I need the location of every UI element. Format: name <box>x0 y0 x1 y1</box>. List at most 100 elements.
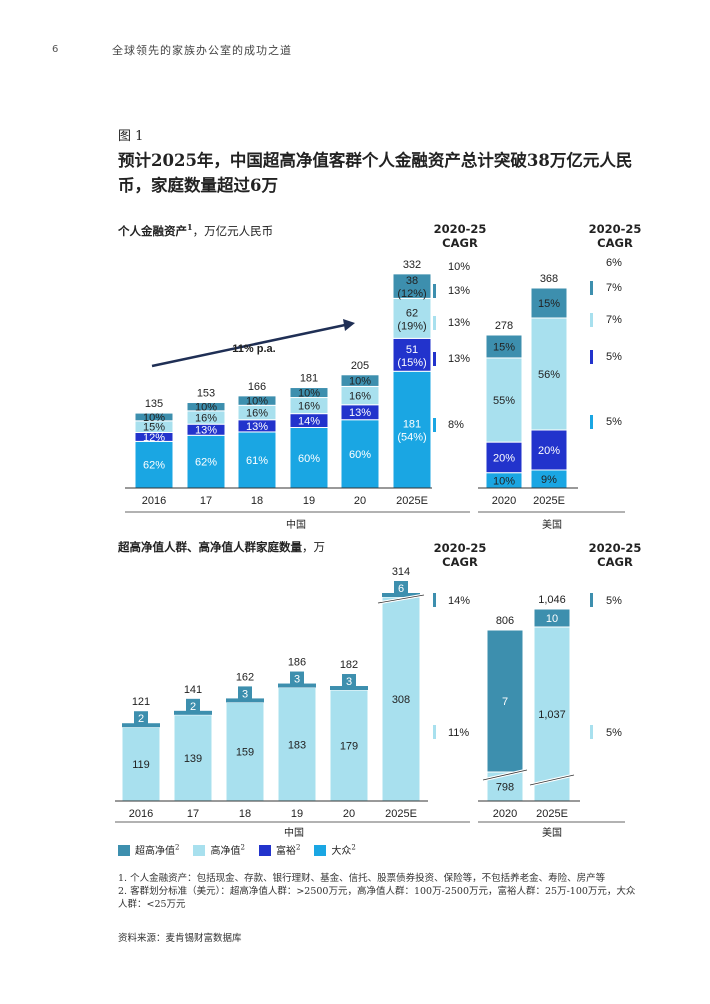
data-label-affluent: 13% <box>246 421 268 433</box>
cagr-header-1: 2020-25 CAGR <box>433 222 487 250</box>
country-label: 中国 <box>286 518 306 531</box>
country-label: 美国 <box>542 518 562 531</box>
x-tick-label: 2016 <box>142 495 166 507</box>
cagr-marker-uhnw <box>590 593 593 607</box>
data-label-affluent: 14% <box>298 416 320 428</box>
cagr-marker-affluent <box>433 352 436 366</box>
data-label-mass: 61% <box>246 455 268 467</box>
data-label-affluent: 13% <box>195 425 217 437</box>
cagr-header-3: 2020-25 CAGR <box>433 541 487 569</box>
total-label: 205 <box>351 360 369 372</box>
data-label-affluent: 12% <box>143 432 165 444</box>
data-label-uhnw: 38 (12%) <box>397 275 426 300</box>
data-label-mass: 9% <box>541 474 557 486</box>
page-number: 6 <box>52 44 59 55</box>
x-tick-label: 17 <box>187 808 199 820</box>
bar-uhnw <box>289 387 329 399</box>
cagr-value-hnw: 11% <box>448 727 469 739</box>
trend-label: 11% p.a. <box>232 343 275 355</box>
data-label-uhnw: 7 <box>502 696 508 708</box>
data-label-uhnw: 10% <box>143 412 165 424</box>
bar-uhnw-badge <box>134 711 148 726</box>
data-label-hnw: 308 <box>392 694 410 706</box>
total-label: 141 <box>184 684 202 696</box>
bar-uhnw-badge <box>342 674 356 689</box>
total-label: 368 <box>540 273 558 285</box>
bar-uhnw <box>533 608 571 628</box>
cagr-value-hnw: 5% <box>606 727 622 739</box>
data-label-hnw: 16% <box>298 401 320 413</box>
data-label-mass: 10% <box>493 475 515 487</box>
x-tick-label: 2016 <box>129 808 153 820</box>
cagr-marker-uhnw <box>433 593 436 607</box>
total-label: 332 <box>403 259 421 271</box>
axis-break-line <box>482 769 528 781</box>
data-label-affluent: 20% <box>538 445 560 457</box>
bar-mass <box>186 434 226 489</box>
bar-uhnw-badge <box>238 686 252 701</box>
legend-item-mass: 大众2 <box>314 842 356 857</box>
cagr-value-uhnw: 5% <box>606 595 622 607</box>
data-label-hnw: 798 <box>496 782 514 794</box>
data-label-hnw: 179 <box>340 741 358 753</box>
cagr-value-uhnw: 7% <box>606 282 622 294</box>
bar-uhnw <box>134 412 174 422</box>
chart1-subtitle: 个人金融资产1，万亿元人民币 <box>118 222 274 238</box>
data-label-uhnw: 15% <box>538 298 560 310</box>
trend-arrow <box>151 323 346 368</box>
trend-arrowhead <box>343 319 355 331</box>
footnote-1: 1. 个人金融资产：包括现金、存款、银行理财、基金、信托、股票债券投资、保险等，… <box>118 873 606 884</box>
bar-mass <box>237 431 277 489</box>
bar-affluent <box>530 429 568 471</box>
bar-uhnw-badge <box>186 698 200 713</box>
data-label-hnw: 16% <box>195 413 217 425</box>
data-label-mass: 62% <box>195 457 217 469</box>
footnote-2: 2. 客群划分标准（美元）：超高净值人群：>2500万元，高净值人群：100万-… <box>118 886 636 910</box>
cagr-marker-uhnw <box>433 284 436 298</box>
x-tick-label: 2020 <box>493 808 517 820</box>
data-label-hnw: 183 <box>288 739 306 751</box>
data-label-mass: 62% <box>143 460 165 472</box>
legend-item-affluent: 富裕2 <box>258 842 300 857</box>
bar-affluent <box>485 441 523 474</box>
bar-uhnw <box>186 402 226 412</box>
x-tick-label: 17 <box>200 495 212 507</box>
total-label: 1,046 <box>538 594 566 606</box>
figure-label: 图 1 <box>118 129 144 144</box>
total-label: 186 <box>288 657 306 669</box>
data-label-affluent: 20% <box>493 452 515 464</box>
bar-hnw <box>392 297 432 339</box>
data-label-hnw: 56% <box>538 369 560 381</box>
bar-uhnw <box>485 334 523 359</box>
cagr-marker-mass <box>433 418 436 432</box>
legend-item-hnw: 高净值2 <box>193 842 245 857</box>
cagr-value-uhnw: 13% <box>448 285 470 297</box>
total-label: 166 <box>248 381 266 393</box>
bar-affluent <box>392 337 432 372</box>
data-label-hnw: 139 <box>184 753 202 765</box>
total-label: 314 <box>392 566 410 578</box>
running-header: 全球领先的家族办公室的成功之道 <box>112 44 292 57</box>
cagr-marker-hnw <box>590 313 593 327</box>
bar-uhnw <box>340 374 380 387</box>
cagr-marker-mass <box>590 415 593 429</box>
legend-label: 大众 <box>331 846 352 857</box>
data-label-hnw: 119 <box>132 759 150 771</box>
x-tick-label: 2025E <box>536 808 568 820</box>
legend-label: 高净值 <box>210 846 241 857</box>
charts-canvas: 62%12%15%10%135201662%13%16%10%1531761%1… <box>115 257 625 839</box>
footnotes: 1. 个人金融资产：包括现金、存款、银行理财、基金、信托、股票债券投资、保险等，… <box>118 872 638 911</box>
axis-break-line <box>529 774 575 786</box>
source-note: 资料来源：麦肯锡财富数据库 <box>118 933 242 944</box>
legend-swatch <box>118 845 130 856</box>
bar-uhnw <box>486 629 524 773</box>
data-label-hnw: 55% <box>493 395 515 407</box>
cagr-value-total: 6% <box>606 257 622 269</box>
x-tick-label: 2020 <box>492 495 516 507</box>
total-label: 121 <box>132 696 150 708</box>
data-label-uhnw: 2 <box>138 713 144 725</box>
x-tick-label: 2025E <box>396 495 428 507</box>
data-label-uhnw: 10% <box>246 396 268 408</box>
data-label-uhnw: 10% <box>195 402 217 414</box>
legend: 超高净值2 高净值2 富裕2 大众2 <box>118 842 356 857</box>
